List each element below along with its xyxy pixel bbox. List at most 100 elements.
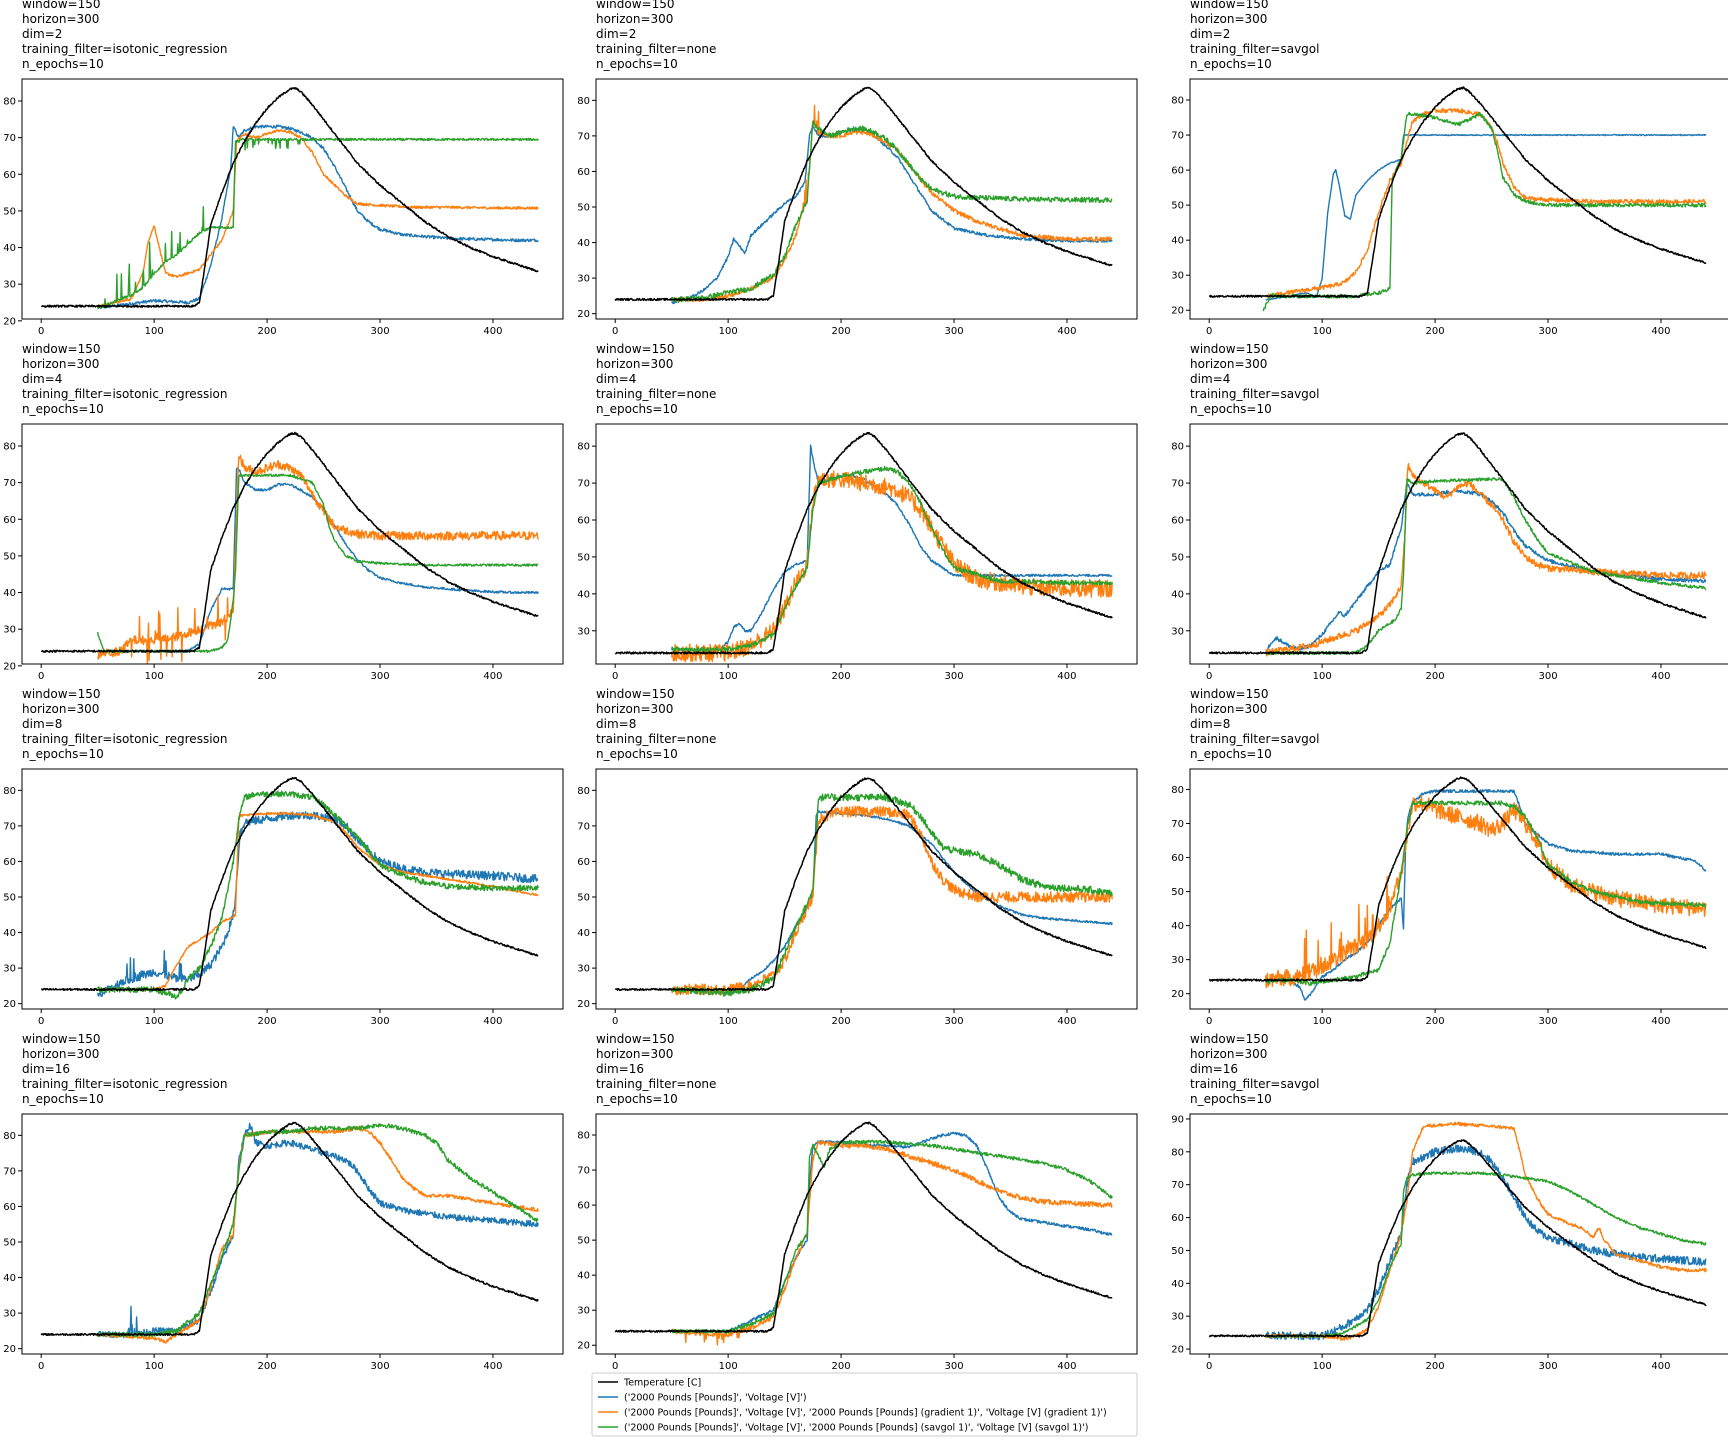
series-line-2 (97, 1125, 539, 1344)
subplot-title-line: dim=8 (22, 717, 62, 731)
y-tick-label: 80 (3, 786, 16, 797)
y-tick-label: 70 (3, 821, 16, 832)
subplot-title-line: window=150 (596, 0, 675, 11)
y-tick-label: 40 (577, 928, 590, 939)
y-tick-label: 80 (577, 442, 590, 453)
axes-frame (1189, 1113, 1728, 1355)
y-tick-label: 30 (1171, 955, 1184, 966)
y-tick-label: 50 (3, 1238, 16, 1249)
x-tick-label: 300 (1538, 326, 1557, 337)
subplot-title-line: n_epochs=10 (22, 402, 104, 416)
x-tick-label: 300 (370, 326, 389, 337)
subplot-title-line: training_filter=isotonic_regression (22, 732, 227, 746)
subplot-title-line: n_epochs=10 (1190, 1092, 1272, 1106)
subplot-title-line: n_epochs=10 (1190, 747, 1272, 761)
y-tick-label: 40 (3, 243, 16, 254)
series-line-3 (97, 137, 539, 309)
x-tick-label: 400 (1651, 1016, 1670, 1027)
y-tick-label: 80 (577, 96, 590, 107)
y-tick-label: 20 (1171, 1345, 1184, 1356)
series-group (40, 1121, 539, 1344)
series-group (40, 776, 539, 1000)
y-tick-label: 60 (577, 1201, 590, 1212)
series-line-2 (671, 104, 1113, 303)
subplot-title-line: window=150 (22, 0, 101, 11)
series-group (40, 431, 539, 664)
y-tick-label: 50 (1171, 201, 1184, 212)
subplot-title-line: training_filter=none (596, 1077, 716, 1091)
subplot-title-line: window=150 (1190, 0, 1269, 11)
legend-entry-label: Temperature [C] (623, 1378, 701, 1389)
y-tick-label: 30 (3, 1309, 16, 1320)
y-tick-label: 80 (3, 96, 16, 107)
subplot-title-line: training_filter=none (596, 387, 716, 401)
subplot-title-line: window=150 (596, 342, 675, 356)
subplot-title-line: dim=8 (1190, 717, 1230, 731)
y-tick-label: 50 (1171, 887, 1184, 898)
series-line-1 (671, 444, 1113, 653)
subplot-title-line: n_epochs=10 (1190, 402, 1272, 416)
x-tick-label: 400 (483, 326, 502, 337)
series-line-2 (671, 1139, 1113, 1346)
x-tick-label: 0 (1206, 1016, 1212, 1027)
x-tick-label: 300 (944, 1016, 963, 1027)
subplot-title-line: horizon=300 (1190, 12, 1267, 26)
series-line-4 (614, 777, 1113, 992)
subplot-title-line: horizon=300 (22, 702, 99, 716)
y-tick-label: 30 (1171, 626, 1184, 637)
subplot-title-line: n_epochs=10 (1190, 57, 1272, 71)
x-tick-label: 100 (145, 326, 164, 337)
y-tick-label: 20 (3, 316, 16, 327)
y-tick-label: 30 (3, 964, 16, 975)
axes-frame (21, 78, 564, 320)
subplot-title-line: dim=4 (596, 372, 636, 386)
y-tick-label: 40 (1171, 236, 1184, 247)
series-line-4 (1209, 86, 1707, 298)
subplot-12: window=150horizon=300dim=16training_filt… (1171, 1032, 1728, 1372)
subplot-title-line: horizon=300 (596, 357, 673, 371)
x-tick-label: 200 (1426, 326, 1445, 337)
x-tick-label: 100 (145, 671, 164, 682)
subplot-title-line: window=150 (22, 687, 101, 701)
y-tick-label: 70 (577, 131, 590, 142)
y-tick-label: 40 (3, 588, 16, 599)
series-line-2 (1265, 107, 1707, 298)
y-tick-label: 40 (3, 928, 16, 939)
y-tick-label: 50 (3, 551, 16, 562)
subplot-title-line: horizon=300 (22, 357, 99, 371)
y-tick-label: 70 (3, 133, 16, 144)
subplot-9: window=150horizon=300dim=8training_filte… (1171, 687, 1728, 1027)
y-tick-label: 60 (577, 857, 590, 868)
x-tick-label: 100 (1313, 671, 1332, 682)
x-tick-label: 400 (1057, 671, 1076, 682)
y-tick-label: 70 (577, 479, 590, 490)
y-tick-label: 30 (3, 280, 16, 291)
series-line-1 (1265, 133, 1707, 301)
series-line-2 (1265, 463, 1707, 657)
x-tick-label: 0 (38, 1361, 44, 1372)
legend-box (591, 1372, 1138, 1437)
y-tick-label: 20 (1171, 989, 1184, 1000)
y-tick-label: 50 (577, 203, 590, 214)
x-tick-label: 200 (832, 1016, 851, 1027)
subplot-title-line: training_filter=savgol (1190, 732, 1319, 746)
series-line-1 (97, 1122, 539, 1339)
x-tick-label: 100 (719, 1361, 738, 1372)
x-tick-label: 0 (612, 1361, 618, 1372)
series-line-3 (1262, 111, 1707, 312)
x-tick-label: 200 (258, 1361, 277, 1372)
series-line-3 (1265, 1171, 1707, 1338)
y-tick-label: 50 (3, 893, 16, 904)
x-tick-label: 0 (1206, 326, 1212, 337)
y-tick-label: 50 (577, 552, 590, 563)
series-line-3 (671, 465, 1113, 653)
x-tick-label: 200 (832, 671, 851, 682)
series-line-1 (671, 124, 1113, 305)
y-tick-label: 30 (1171, 271, 1184, 282)
y-tick-label: 30 (577, 274, 590, 285)
y-tick-label: 80 (1171, 96, 1184, 107)
series-line-1 (97, 467, 539, 653)
subplot-title-line: dim=16 (22, 1062, 70, 1076)
series-group (1208, 776, 1707, 1001)
subplot-title-line: horizon=300 (22, 12, 99, 26)
